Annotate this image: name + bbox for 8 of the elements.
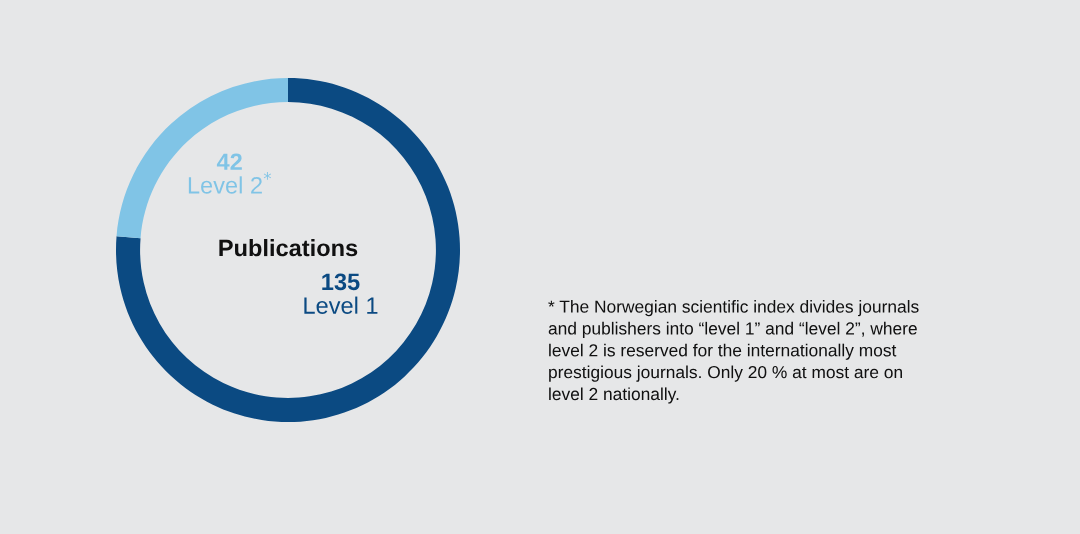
data-label: 42 [216, 153, 242, 170]
text: Publications [219, 238, 358, 257]
donut-slice [116, 78, 460, 422]
slice-label: Level 1 [304, 296, 378, 314]
data-label: 135 [322, 273, 360, 291]
donut-slice [116, 78, 288, 239]
text: * The Norwegian scientific index divides journals and publishers into “level 1” and “level 2”, where level 2 is reserved for the internationally most prestigious journals. Only 20 % at most are on level 2 nationally. [548, 300, 919, 404]
slice-label: Level 2$^{*}$ [188, 172, 272, 194]
